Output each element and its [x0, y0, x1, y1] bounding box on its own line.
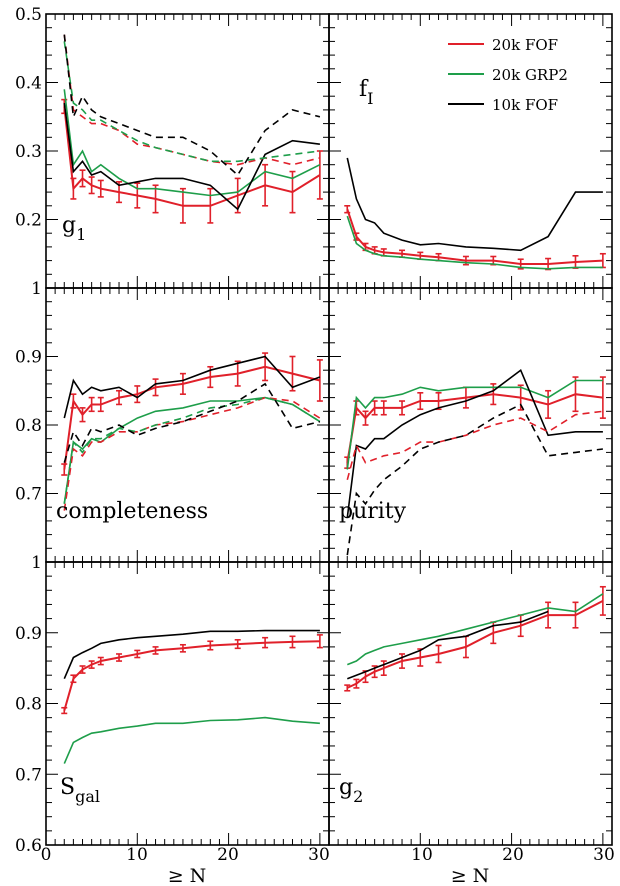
- y-tick-label: 0.8: [15, 695, 42, 715]
- series-line-20k-fof-solid: [63, 640, 320, 711]
- panel-label-Sgal: Sgal: [60, 775, 100, 806]
- legend-label-20k-grp2: 20k GRP2: [492, 66, 568, 84]
- series-line-10k-fof-solid: [346, 368, 603, 518]
- series-line-10k-fof-solid: [63, 629, 320, 680]
- legend: 20k FOF 20k GRP2 10k FOF: [448, 36, 568, 114]
- x-tick-label-left-10: 10: [126, 845, 148, 865]
- series-line-20k-fof-solid: [346, 208, 603, 265]
- y-tick-label: 0.6: [15, 836, 42, 856]
- panel-frame: [328, 561, 613, 846]
- panel-purity: purity: [328, 287, 613, 563]
- panel-label-main: purity: [339, 499, 407, 524]
- y-tick-label: 0.8: [15, 416, 42, 436]
- panel-label-subscript: 1: [76, 225, 86, 244]
- y-tick-label: 1: [31, 553, 42, 573]
- series-line-20k-grp2-dashed: [63, 41, 320, 163]
- series-line-20k-grp2-solid: [63, 396, 321, 504]
- x-tick-label-left-0: 0: [41, 845, 52, 865]
- panel-fI: fI: [328, 13, 613, 289]
- x-tick-label-left-30: 30: [308, 845, 330, 865]
- x-tick-label-right-20: 20: [502, 845, 524, 865]
- panel-label-g1: g1: [62, 213, 86, 244]
- x-axis-title-right: ≥ N: [451, 865, 490, 886]
- panel-Sgal: 0.6 0.7 0.8 0.9 1 Sgal: [15, 553, 330, 856]
- y-tick-label: 0.2: [15, 211, 42, 231]
- panel-label-main: S: [60, 775, 75, 800]
- panel-g1: 0.2 0.3 0.4 0.5 g1: [15, 5, 330, 289]
- series-line-20k-grp2-dashed: [63, 396, 321, 504]
- panel-label-main: completeness: [56, 499, 208, 524]
- panel-label-completeness: completeness: [56, 499, 208, 524]
- series-line-10k-fof-solid: [63, 355, 321, 419]
- legend-label-10k-fof: 10k FOF: [492, 96, 558, 114]
- x-tick-label-right-10: 10: [411, 845, 433, 865]
- y-tick-label: 0.4: [15, 74, 42, 94]
- legend-label-20k-fof: 20k FOF: [492, 36, 558, 54]
- x-tick-label-left-20: 20: [217, 845, 239, 865]
- series-line-10k-fof-dashed: [346, 403, 603, 556]
- y-tick-label: 0.7: [15, 765, 42, 785]
- series-line-20k-fof-dashed: [63, 34, 321, 166]
- panel-label-subscript: 2: [353, 787, 363, 806]
- panel-label-g2: g2: [339, 775, 363, 806]
- series-line-10k-fof-dashed: [63, 382, 321, 463]
- series-line-10k-fof-solid: [347, 610, 549, 680]
- panel-label-fI: fI: [359, 77, 373, 108]
- series-line-20k-grp2-solid: [347, 593, 604, 666]
- panel-label-purity: purity: [339, 499, 407, 524]
- x-tick-label-right-30: 30: [593, 845, 615, 865]
- y-tick-label: 0.5: [15, 5, 42, 25]
- series-line-10k-fof-solid: [346, 157, 603, 252]
- series-line-20k-grp2-solid: [346, 215, 603, 270]
- series-line-20k-grp2-solid: [346, 379, 603, 470]
- panel-g2: g2: [328, 561, 613, 846]
- series-line-20k-grp2-solid: [63, 89, 321, 197]
- series-line-20k-fof-solid: [346, 393, 604, 463]
- series-line-20k-grp2-solid: [63, 716, 320, 764]
- panel-completeness: 0.7 0.8 0.9 1 completeness: [15, 279, 330, 563]
- series-line-20k-fof-dashed: [346, 410, 603, 481]
- panel-label-subscript: I: [367, 89, 373, 108]
- y-tick-label: 0.7: [15, 485, 42, 505]
- series-line-10k-fof-solid: [63, 102, 321, 211]
- panel-label-main: g: [62, 213, 76, 238]
- y-tick-label: 0.9: [15, 624, 42, 644]
- y-tick-label: 0.9: [15, 348, 42, 368]
- series-line-10k-fof-dashed: [63, 34, 321, 177]
- panel-label-main: g: [339, 775, 353, 800]
- panel-label-subscript: gal: [75, 787, 100, 806]
- y-tick-label: 1: [31, 279, 42, 299]
- series-line-20k-fof-solid: [346, 600, 604, 689]
- x-axis-title-left: ≥ N: [168, 865, 207, 886]
- y-tick-label: 0.3: [15, 142, 42, 162]
- series-line-20k-fof-solid: [63, 365, 321, 470]
- series-line-20k-fof-solid: [63, 106, 321, 207]
- panel-frame: [45, 13, 330, 289]
- panel-label-main: f: [359, 77, 369, 102]
